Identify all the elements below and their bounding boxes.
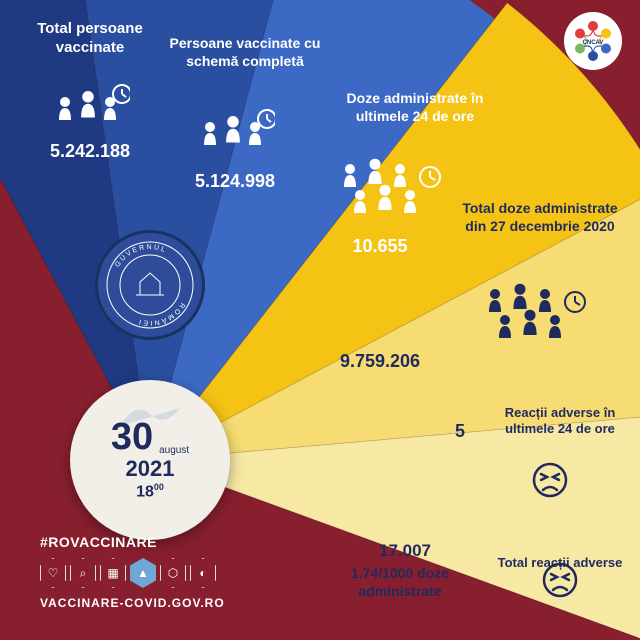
stat-value-s2: 5.124.998 bbox=[165, 170, 305, 193]
stat-value-s5: 5 bbox=[440, 420, 480, 443]
footer-hex-icon: ⬡ bbox=[160, 558, 186, 588]
footer-hex-icon: ⌕ bbox=[70, 558, 96, 588]
footer-hex-icon: ♡ bbox=[40, 558, 66, 588]
cncav-logo: CNCAV bbox=[564, 12, 622, 70]
footer-hex-icon: ◐ bbox=[190, 558, 216, 588]
footer-url: VACCINARE-COVID.GOV.RO bbox=[40, 596, 225, 610]
people-clock-icon bbox=[50, 80, 130, 135]
stat-title-s4: Total doze administrate din 27 decembrie… bbox=[460, 200, 620, 235]
date-year: 2021 bbox=[126, 456, 175, 482]
sad-face-icon bbox=[540, 560, 580, 605]
stat-value-s4: 9.759.206 bbox=[310, 350, 450, 373]
date-badge: 30 august 2021 1800 bbox=[70, 380, 230, 540]
stat-title-s1: Total persoane vaccinate bbox=[20, 20, 160, 58]
footer: #ROVACCINARE ♡⌕▦▲⬡◐ VACCINARE-COVID.GOV.… bbox=[40, 534, 225, 610]
svg-text:CNCAV: CNCAV bbox=[583, 40, 604, 46]
people-clock-icon bbox=[195, 105, 275, 160]
stat-title-s5: Reacții adverse în ultimele 24 de ore bbox=[490, 405, 630, 438]
date-day: 30 bbox=[111, 418, 153, 456]
stat-value-s1: 5.242.188 bbox=[20, 140, 160, 163]
infographic-root: { "type": "infographic", "layout": { "wi… bbox=[0, 0, 640, 640]
date-time: 1800 bbox=[136, 482, 164, 501]
gov-seal: GUVERNUL ROMÂNIEI bbox=[95, 230, 205, 340]
stat-value-s3: 10.655 bbox=[320, 235, 440, 258]
stat-value2-s6: 1.74/1000 doze administrate bbox=[310, 565, 490, 600]
hashtag: #ROVACCINARE bbox=[40, 534, 225, 550]
stat-title-s3: Doze administrate în ultimele 24 de ore bbox=[330, 90, 500, 125]
date-month: august bbox=[159, 445, 189, 456]
stat-title-s2: Persoane vaccinate cu schemă completă bbox=[165, 35, 325, 70]
footer-hex-icon: ▦ bbox=[100, 558, 126, 588]
sad-face-icon bbox=[530, 460, 570, 505]
hex-icon-row: ♡⌕▦▲⬡◐ bbox=[40, 558, 225, 588]
people-clock-icon bbox=[330, 155, 450, 230]
footer-hex-icon: ▲ bbox=[130, 558, 156, 588]
people-clock-icon bbox=[475, 280, 595, 355]
stat-value-s6: 17.007 bbox=[330, 540, 480, 561]
